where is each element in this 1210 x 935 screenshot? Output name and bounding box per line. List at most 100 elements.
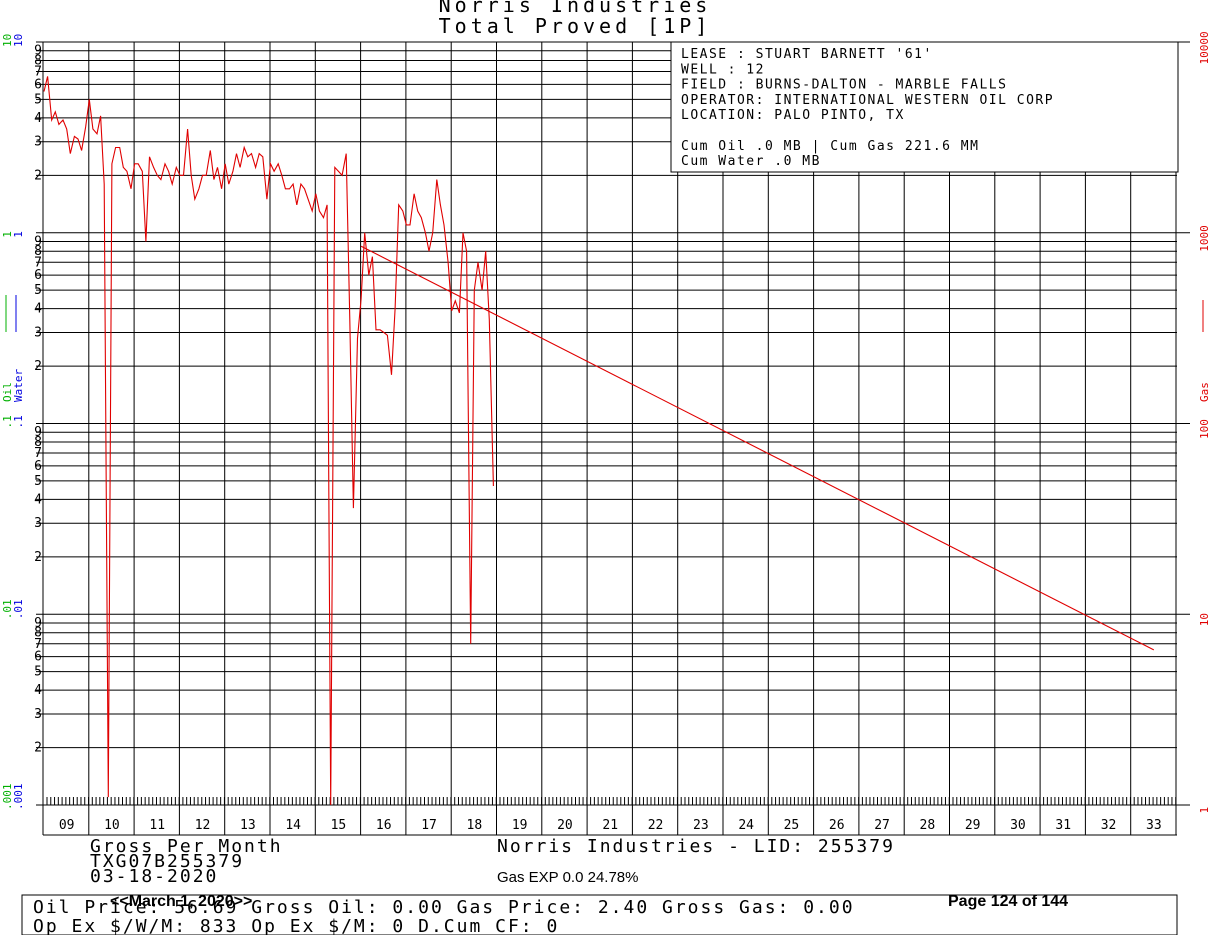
left-minor-label: 6 bbox=[34, 268, 42, 283]
right-decade-label: 10 bbox=[1198, 613, 1210, 626]
x-tick-label: 17 bbox=[421, 818, 437, 833]
left-minor-label: 4 bbox=[34, 492, 42, 507]
water-axis-label: Water bbox=[12, 369, 25, 402]
left-minor-label: 2 bbox=[34, 550, 42, 565]
gas-forecast-line bbox=[360, 245, 1155, 651]
left-minor-label: 8 bbox=[34, 626, 42, 641]
left-minor-label: 2 bbox=[34, 359, 42, 374]
x-tick-label: 21 bbox=[602, 818, 618, 833]
x-tick-label: 19 bbox=[512, 818, 528, 833]
lease-code: TXG07B255379 bbox=[90, 851, 244, 872]
gas-series-line bbox=[43, 76, 494, 806]
x-axis-ticks: 09 10 11 12 13 14 15 16 17 18 19 20 21 22 23 24 25 26 27 28… bbox=[59, 818, 1162, 833]
x-tick-label: 22 bbox=[648, 818, 664, 833]
x-tick-label: 26 bbox=[829, 818, 845, 833]
x-tick-label: 31 bbox=[1055, 818, 1071, 833]
left-minor-label: 4 bbox=[34, 302, 42, 317]
x-tick-label: 20 bbox=[557, 818, 573, 833]
left-decade-label-oil: .01 bbox=[1, 599, 14, 619]
left-minor-label: 4 bbox=[34, 111, 42, 126]
info-line: Cum Oil .0 MB | Cum Gas 221.6 MM bbox=[681, 139, 979, 154]
chart-title-line2: Total Proved [1P] bbox=[439, 14, 712, 38]
gas-exp: Gas EXP 0.0 24.78% bbox=[497, 869, 638, 886]
x-tick-label: 24 bbox=[738, 818, 754, 833]
info-line: Cum Water .0 MB bbox=[681, 154, 821, 169]
left-minor-label: 7 bbox=[34, 637, 42, 652]
chart-grid bbox=[36, 41, 1190, 836]
left-minor-label: 8 bbox=[34, 435, 42, 450]
left-minor-label: 7 bbox=[34, 65, 42, 80]
x-tick-label: 09 bbox=[59, 818, 75, 833]
left-axis-legend: Oil Water bbox=[1, 295, 25, 402]
info-line: OPERATOR: INTERNATIONAL WESTERN OIL CORP bbox=[681, 93, 1054, 108]
date-nav[interactable]: <<March 1, 2020>> bbox=[110, 893, 252, 910]
x-tick-label: 10 bbox=[104, 818, 120, 833]
x-tick-label: 27 bbox=[874, 818, 890, 833]
left-decade-label-oil: 10 bbox=[1, 34, 14, 47]
left-minor-label: 2 bbox=[34, 741, 42, 756]
left-decade-label-oil: 1 bbox=[1, 231, 14, 238]
report-date: 03-18-2020 bbox=[90, 866, 218, 887]
gas-axis-label: Gas bbox=[1198, 382, 1210, 402]
series-layer bbox=[43, 76, 1155, 806]
left-decade-label-water: .001 bbox=[12, 784, 25, 811]
left-minor-label: 5 bbox=[34, 665, 42, 680]
info-line: LEASE : STUART BARNETT '61' bbox=[681, 47, 933, 62]
left-decade-label-oil: .1 bbox=[1, 415, 14, 428]
info-line: WELL : 12 bbox=[681, 62, 765, 77]
footer-price-box bbox=[21, 894, 1178, 935]
price-row-1: Oil Price: 56.69 Gross Oil: 0.00 Gas Pri… bbox=[33, 897, 855, 918]
right-axis-ticks: 10000 1000 100 10 1 bbox=[1198, 31, 1210, 813]
left-minor-label: 2 bbox=[34, 168, 42, 183]
x-tick-label: 18 bbox=[467, 818, 483, 833]
chart-title-line1: Norris Industries bbox=[439, 0, 712, 17]
left-decade-label-water: 10 bbox=[12, 34, 25, 47]
left-decade-label-water: 1 bbox=[12, 231, 25, 238]
left-minor-label: 3 bbox=[34, 516, 42, 531]
right-decade-label: 1000 bbox=[1198, 225, 1210, 252]
left-minor-label: 7 bbox=[34, 446, 42, 461]
right-decade-label: 10000 bbox=[1198, 31, 1210, 64]
x-tick-label: 23 bbox=[693, 818, 709, 833]
left-minor-label: 9 bbox=[34, 616, 42, 631]
x-tick-label: 16 bbox=[376, 818, 392, 833]
info-line: FIELD : BURNS-DALTON - MARBLE FALLS bbox=[681, 78, 1007, 93]
x-tick-label: 29 bbox=[965, 818, 981, 833]
x-tick-label: 30 bbox=[1010, 818, 1026, 833]
right-decade-label: 100 bbox=[1198, 419, 1210, 439]
left-minor-label: 9 bbox=[34, 44, 42, 59]
x-tick-label: 14 bbox=[285, 818, 301, 833]
left-minor-label: 3 bbox=[34, 135, 42, 150]
x-tick-label: 11 bbox=[149, 818, 165, 833]
oil-axis-label: Oil bbox=[1, 382, 14, 402]
left-decade-label-oil: .001 bbox=[1, 784, 14, 811]
left-minor-label: 8 bbox=[34, 244, 42, 259]
left-minor-label: 6 bbox=[34, 77, 42, 92]
left-minor-label: 4 bbox=[34, 683, 42, 698]
left-minor-label: 7 bbox=[34, 255, 42, 270]
x-tick-label: 12 bbox=[195, 818, 211, 833]
company-lid: Norris Industries - LID: 255379 bbox=[497, 836, 895, 857]
left-decade-label-water: .1 bbox=[12, 415, 25, 428]
left-minor-label: 5 bbox=[34, 474, 42, 489]
left-minor-label: 3 bbox=[34, 707, 42, 722]
x-tick-label: 13 bbox=[240, 818, 256, 833]
page-indicator: Page 124 of 144 bbox=[948, 893, 1068, 910]
left-minor-label: 5 bbox=[34, 283, 42, 298]
right-axis-legend: Gas bbox=[1198, 300, 1210, 402]
left-minor-label: 3 bbox=[34, 325, 42, 340]
right-decade-label: 1 bbox=[1198, 807, 1210, 814]
x-tick-label: 15 bbox=[331, 818, 347, 833]
left-axis-ticks: 101011.1.1.01.01.001.0012345678923456789… bbox=[1, 34, 42, 810]
gross-per-month-label: Gross Per Month bbox=[90, 836, 283, 857]
info-box bbox=[670, 41, 1179, 173]
left-minor-label: 5 bbox=[34, 92, 42, 107]
left-minor-label: 6 bbox=[34, 459, 42, 474]
info-box-lines: LEASE : STUART BARNETT '61'WELL : 12FIEL… bbox=[681, 47, 1054, 169]
x-tick-label: 32 bbox=[1101, 818, 1117, 833]
info-line: LOCATION: PALO PINTO, TX bbox=[681, 108, 905, 123]
x-tick-label: 28 bbox=[920, 818, 936, 833]
left-minor-label: 6 bbox=[34, 650, 42, 665]
left-minor-label: 9 bbox=[34, 425, 42, 440]
